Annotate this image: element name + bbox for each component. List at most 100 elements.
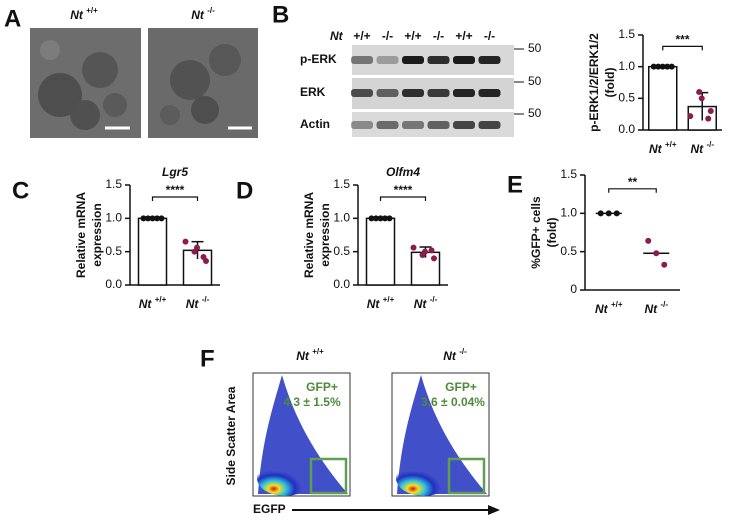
- data-point: [597, 210, 604, 217]
- y-axis-label: %GFP+ cells: [529, 196, 543, 269]
- y-tick-label: 0.5: [105, 244, 122, 258]
- band: [351, 121, 373, 129]
- data-point: [431, 255, 437, 262]
- x-tick-label: Nt -/-: [690, 140, 714, 156]
- y-tick-label: 0.5: [333, 244, 350, 258]
- band: [376, 89, 399, 97]
- y-tick-label: 1.5: [333, 177, 350, 191]
- data-point: [705, 115, 712, 122]
- x-tick-label: Nt -/-: [186, 295, 210, 311]
- band: [478, 89, 501, 97]
- lane-label: -/-: [433, 29, 444, 43]
- band: [427, 121, 450, 129]
- significance-label: ****: [166, 183, 185, 197]
- data-point: [668, 63, 675, 70]
- gate-value: 3.6 ± 0.04%: [421, 395, 485, 409]
- gate-label: GFP+: [445, 380, 477, 394]
- bar: [365, 217, 396, 286]
- significance-label: **: [628, 175, 638, 189]
- axis-label: Side Scatter Area: [224, 386, 238, 485]
- y-tick-label: 0: [570, 282, 577, 296]
- y-tick-label: 1.5: [560, 167, 577, 181]
- lane-label: -/-: [484, 29, 495, 43]
- band-label: Actin: [300, 117, 330, 131]
- chart-title: Olfm4: [386, 165, 420, 179]
- data-point: [373, 215, 379, 222]
- genotype-label: Nt -/-: [443, 347, 467, 363]
- data-point: [650, 63, 657, 70]
- y-tick-label: 0.0: [333, 277, 350, 291]
- gate-value: 4.3 ± 1.5%: [283, 395, 341, 409]
- band: [402, 56, 424, 64]
- data-point: [368, 215, 375, 222]
- data-point: [605, 210, 612, 217]
- lane-label: -/-: [382, 29, 393, 43]
- data-point: [140, 215, 147, 222]
- x-tick-label: Nt +/+: [367, 295, 395, 311]
- data-point: [382, 215, 388, 222]
- y-axis-label: (fold): [603, 68, 617, 98]
- band-label: p-ERK: [300, 52, 337, 66]
- data-point: [410, 244, 417, 251]
- panel-letter: E: [507, 171, 523, 198]
- data-point: [696, 89, 703, 95]
- data-point: [191, 248, 198, 255]
- y-tick-label: 1.0: [105, 211, 122, 225]
- panel-letter: C: [12, 177, 29, 204]
- x-tick-label: Nt +/+: [649, 140, 677, 156]
- band: [453, 121, 475, 129]
- data-point: [145, 215, 151, 222]
- marker-label: 50: [528, 74, 542, 88]
- bar: [648, 65, 678, 131]
- flow-plot: [391, 372, 490, 497]
- significance-bracket: [151, 196, 199, 201]
- panel-letter: A: [4, 5, 21, 32]
- panel-letter: D: [236, 177, 253, 204]
- panel-letter: F: [200, 345, 215, 372]
- data-point: [428, 247, 435, 254]
- data-point: [613, 210, 620, 217]
- panel-letter: B: [272, 1, 289, 28]
- genotype-label: Nt +/+: [70, 6, 98, 22]
- band: [478, 121, 501, 129]
- blot-header: Nt: [330, 29, 344, 43]
- band: [351, 89, 373, 97]
- data-point: [655, 63, 662, 70]
- significance-label: ****: [394, 183, 413, 197]
- band: [402, 121, 424, 129]
- band: [427, 56, 450, 64]
- data-point: [419, 252, 426, 258]
- y-axis-label: (fold): [545, 218, 559, 248]
- y-tick-label: 0.5: [618, 91, 635, 105]
- data-point: [707, 108, 714, 114]
- gate-label: GFP+: [306, 380, 338, 394]
- band: [453, 56, 475, 64]
- band: [402, 89, 424, 97]
- y-axis-label: expression: [90, 203, 104, 266]
- band: [376, 56, 399, 64]
- data-point: [158, 215, 165, 222]
- micrograph: [148, 28, 258, 138]
- y-tick-label: 1.5: [105, 177, 122, 191]
- y-tick-label: 0.0: [105, 277, 122, 291]
- data-point: [386, 215, 393, 222]
- micrograph: [30, 28, 141, 138]
- y-tick-label: 1.0: [560, 206, 577, 220]
- y-axis-label: Relative mRNA: [74, 192, 88, 278]
- axis-arrow: [488, 505, 500, 515]
- data-point: [149, 215, 156, 222]
- significance-label: ***: [675, 33, 689, 47]
- band: [453, 89, 475, 97]
- y-axis-label: Relative mRNA: [302, 192, 316, 278]
- data-point: [687, 113, 694, 120]
- genotype-label: Nt -/-: [191, 6, 215, 22]
- y-tick-label: 0.5: [560, 244, 577, 258]
- marker-label: 50: [528, 106, 542, 120]
- data-point: [659, 63, 666, 70]
- data-point: [200, 254, 207, 260]
- data-point: [664, 63, 671, 70]
- x-tick-label: Nt -/-: [644, 300, 668, 316]
- data-point: [377, 215, 384, 222]
- x-tick-label: Nt +/+: [139, 295, 167, 311]
